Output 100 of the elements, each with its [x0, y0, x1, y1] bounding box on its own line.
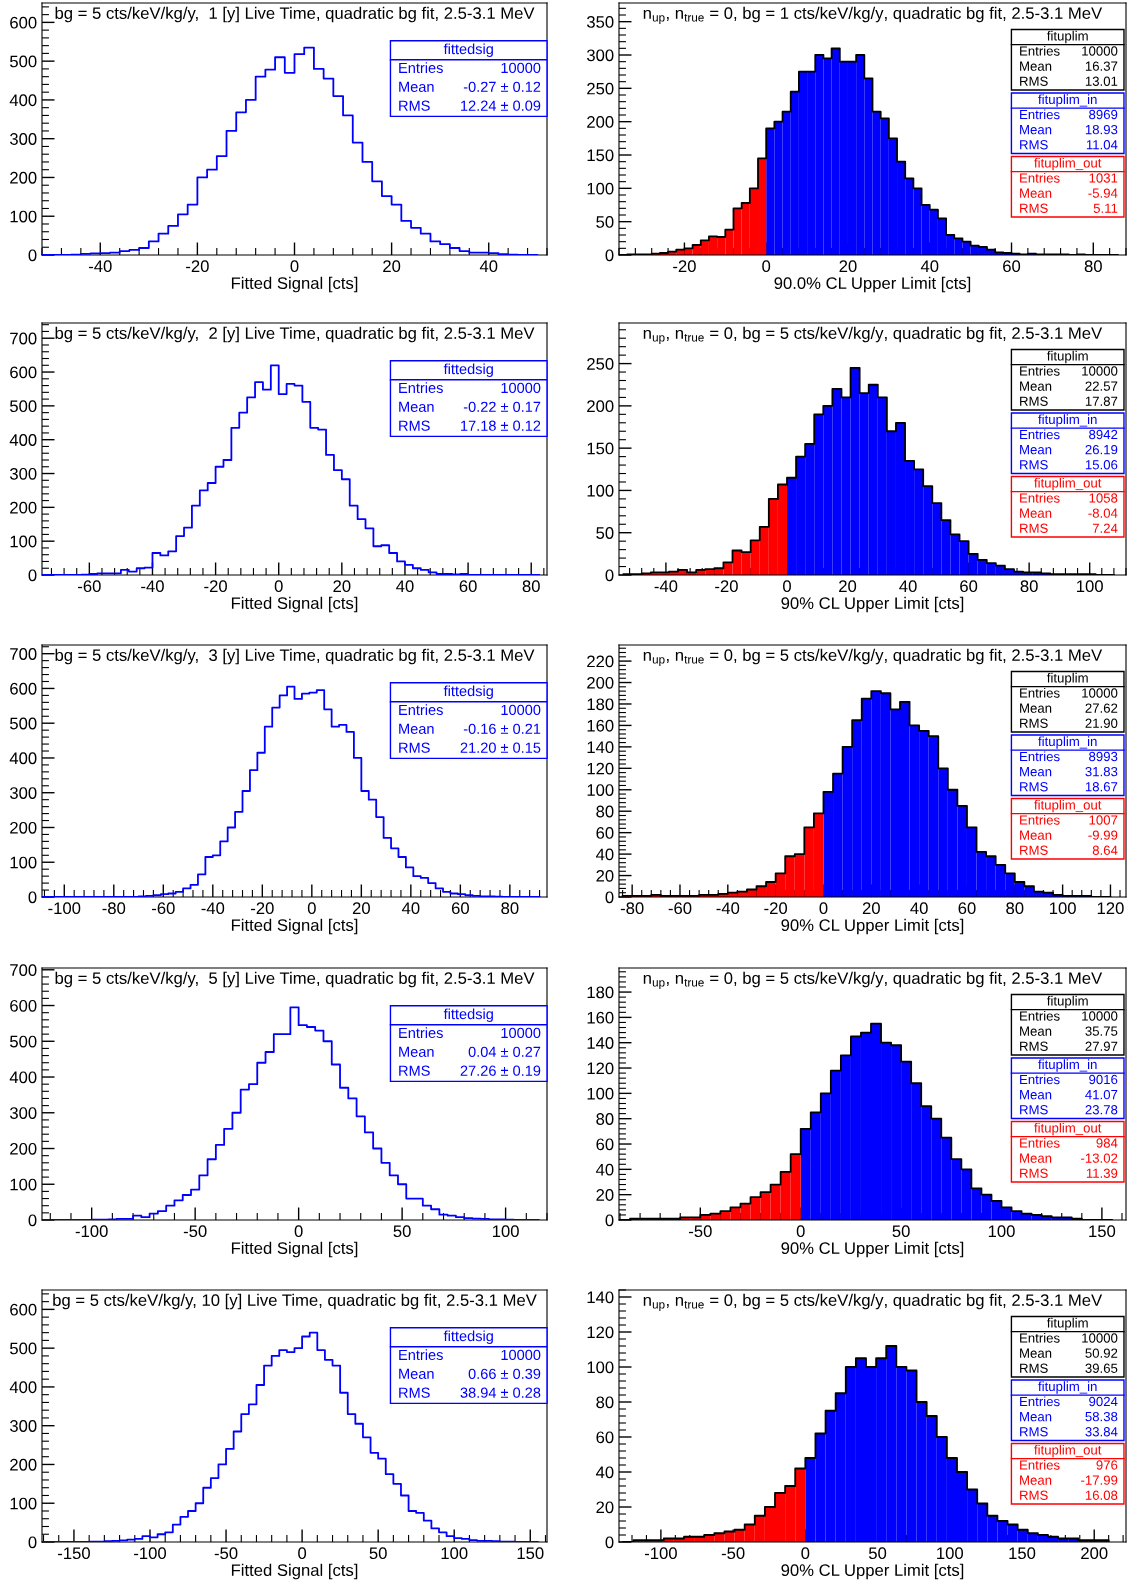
y-tick-label: 700 [10, 332, 37, 345]
x-tick-label: 20 [862, 902, 880, 915]
y-tick-label: 200 [10, 501, 37, 514]
text: Entries 10000 Mean 35.75 RMS 27.97 [1020, 1010, 1118, 1051]
x-tick-label: -50 [214, 1547, 238, 1560]
y-tick-label: 200 [587, 116, 614, 128]
x-tick-label: 60 [1003, 260, 1021, 273]
x-tick-label: -100 [75, 1225, 108, 1238]
chart-title: n$_{up}$, n$_{true}$ = 0, bg = 5 cts/keV/kg/y, quadratic bg fit, 2.5-3.1 MeV [643, 326, 1103, 344]
chart-title: bg = 5 cts/keV/kg/y, 1 [y] Live Time, quadratic bg fit, 2.5-3.1 MeV [55, 6, 535, 23]
x-tick-label: -50 [721, 1547, 745, 1560]
y-tick-label: 150 [587, 442, 614, 455]
y-tick-label: 500 [10, 1035, 37, 1048]
text: fituplim_out [1034, 157, 1102, 171]
text: Entries 10000 Mean 16.37 RMS 13.01 [1020, 45, 1118, 86]
chart-title: n$_{up}$, n$_{true}$ = 0, bg = 1 cts/keV/kg/y, quadratic bg fit, 2.5-3.1 MeV [643, 6, 1103, 24]
y-tick-label: 160 [587, 719, 614, 732]
y-tick-label: 250 [587, 357, 614, 370]
y-tick-label: 140 [587, 1037, 614, 1049]
chart-title: bg = 5 cts/keV/kg/y, 2 [y] Live Time, quadratic bg fit, 2.5-3.1 MeV [55, 326, 535, 343]
x-tick-label: 100 [441, 1547, 468, 1560]
x-tick-label: -100 [134, 1547, 167, 1560]
y-tick-label: 80 [596, 1396, 614, 1409]
text: fittedsig [443, 1008, 493, 1023]
x-tick-label: -20 [764, 902, 788, 915]
x-tick-label: -20 [251, 902, 274, 915]
x-tick-label: -20 [186, 260, 209, 273]
y-tick-label: 300 [9, 467, 37, 480]
chart-title: n$_{up}$, n$_{true}$ = 0, bg = 5 cts/keV/kg/y, quadratic bg fit, 2.5-3.1 MeV [643, 1293, 1103, 1311]
y-tick-label: 100 [587, 784, 614, 796]
x-tick-label: 0 [307, 902, 316, 915]
y-tick-label: 180 [587, 986, 614, 999]
text: Entries 10000 Mean 22.57 RMS 17.87 [1020, 365, 1118, 406]
y-tick-label: 500 [10, 1342, 37, 1355]
y-tick-label: 160 [587, 1011, 614, 1024]
text: fittedsig [443, 43, 493, 58]
x-tick-label: 100 [988, 1225, 1015, 1238]
y-tick-label: 100 [587, 484, 614, 497]
text: Entries 10000 Mean -0.22 ± 0.17 RMS 17.18 ± 0.12 [399, 382, 541, 431]
x-tick-label: -80 [620, 902, 644, 915]
text: fituplim_in [1038, 1381, 1097, 1394]
x-tick-label: -40 [654, 580, 678, 593]
x-tick-label: 0 [819, 902, 828, 915]
text: Entries 1058 Mean -8.04 RMS 7.24 [1020, 493, 1118, 533]
y-tick-label: 40 [595, 1163, 614, 1176]
x-tick-label: 150 [1009, 1547, 1036, 1560]
y-tick-label: 600 [10, 16, 37, 29]
x-tick-label: 150 [1089, 1225, 1116, 1238]
x-tick-label: -100 [48, 902, 81, 915]
x-tick-label: 40 [899, 580, 917, 593]
y-tick-label: 300 [586, 49, 614, 62]
x-tick-label: 150 [517, 1547, 544, 1560]
y-tick-label: 100 [10, 535, 37, 548]
text: Entries 1031 Mean -5.94 RMS 5.11 [1020, 173, 1118, 213]
x-tick-label: -100 [644, 1547, 677, 1560]
y-tick-label: 200 [10, 171, 37, 184]
text: fituplim_in [1038, 414, 1097, 427]
x-tick-label: 100 [492, 1225, 519, 1238]
y-tick-label: 500 [10, 717, 37, 730]
y-tick-label: 700 [10, 964, 37, 976]
y-tick-label: 100 [587, 1087, 614, 1100]
y-tick-label: 100 [587, 1361, 614, 1374]
x-tick-label: 0 [783, 580, 791, 593]
y-tick-label: 80 [596, 805, 614, 818]
x-tick-label: 0 [801, 1547, 810, 1560]
y-tick-label: 200 [10, 1142, 37, 1155]
x-axis-title: 90% CL Upper Limit [cts] [781, 918, 964, 935]
text: fituplim [1046, 672, 1088, 686]
y-tick-label: 20 [596, 1189, 614, 1201]
text: fituplim_in [1038, 94, 1097, 107]
y-tick-label: 50 [596, 527, 614, 539]
text: Entries 9024 Mean 58.38 RMS 33.84 [1020, 1396, 1118, 1437]
x-tick-label: 40 [401, 902, 420, 915]
y-tick-label: 0 [605, 249, 614, 262]
text: fituplim_in [1038, 736, 1097, 749]
text: fituplim [1046, 350, 1088, 364]
x-tick-label: 40 [479, 260, 498, 273]
chart-title: bg = 5 cts/keV/kg/y, 10 [y] Live Time, quadratic bg fit, 2.5-3.1 MeV [53, 1293, 537, 1310]
x-tick-label: -20 [204, 580, 227, 593]
y-tick-label: 120 [587, 762, 614, 775]
y-tick-label: 0 [28, 1214, 37, 1227]
text: Entries 10000 Mean -0.27 ± 0.12 RMS 12.24 ± 0.09 [399, 62, 541, 111]
text: fituplim_out [1034, 799, 1102, 813]
y-tick-label: 500 [10, 55, 37, 68]
x-axis-title: Fitted Signal [cts] [231, 276, 358, 293]
text: Entries 10000 Mean 27.62 RMS 21.90 [1020, 687, 1118, 728]
y-tick-label: 100 [10, 210, 37, 223]
chart-title: bg = 5 cts/keV/kg/y, 3 [y] Live Time, quadratic bg fit, 2.5-3.1 MeV [55, 648, 535, 665]
x-tick-label: 60 [451, 902, 469, 915]
x-tick-label: 20 [352, 902, 370, 915]
y-tick-label: 200 [587, 676, 614, 689]
y-tick-label: 60 [596, 1431, 614, 1444]
y-tick-label: 400 [9, 752, 37, 765]
x-axis-title: 90.0% CL Upper Limit [cts] [774, 276, 971, 293]
y-tick-label: 60 [596, 827, 614, 839]
y-tick-label: 180 [587, 698, 614, 711]
text: Entries 10000 Mean -0.16 ± 0.21 RMS 21.20 ± 0.15 [399, 704, 541, 753]
x-tick-label: 0 [274, 580, 283, 593]
y-tick-label: 600 [10, 682, 37, 695]
x-tick-label: 50 [892, 1225, 910, 1238]
